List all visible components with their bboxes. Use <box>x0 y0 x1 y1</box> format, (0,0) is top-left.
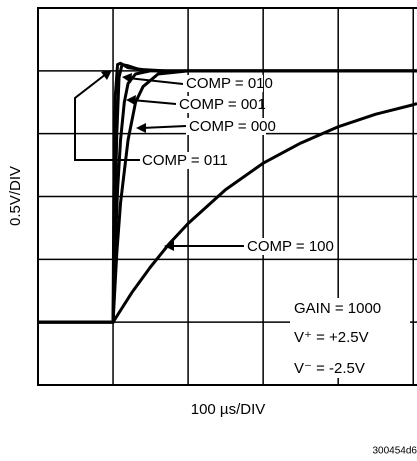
callouts <box>74 73 244 247</box>
label-bg <box>176 96 256 113</box>
arrowhead <box>122 73 132 83</box>
arrow <box>141 125 187 129</box>
series-labels: COMP = 010 COMP = 001 COMP = 000 COMP = … <box>140 75 334 255</box>
arrowheads <box>101 70 174 251</box>
arrowhead <box>164 241 174 251</box>
arrow <box>131 99 177 105</box>
y-axis-label: 0.5V/DIV <box>7 166 24 226</box>
annotation: V⁺ = +2.5V <box>294 329 369 346</box>
series-label: COMP = 000 <box>189 118 276 135</box>
figure-id: 300454d6 <box>373 446 417 457</box>
curve <box>38 102 417 324</box>
arrowhead <box>136 123 146 133</box>
curves <box>38 61 417 324</box>
arrow <box>74 73 140 161</box>
arrowhead <box>126 95 136 105</box>
annotation: V⁻ = -2.5V <box>294 360 365 377</box>
x-axis-label: 100 µs/DIV <box>191 401 266 418</box>
series-label: COMP = 010 <box>186 75 273 92</box>
series-label: COMP = 001 <box>179 96 266 113</box>
arrow <box>127 77 184 85</box>
label-bg <box>244 238 324 255</box>
annotation: GAIN = 1000 <box>294 300 381 317</box>
curve <box>38 61 417 324</box>
series-label: COMP = 100 <box>247 238 334 255</box>
label-bg <box>186 118 266 135</box>
series-label: COMP = 011 <box>142 152 228 169</box>
label-bg <box>140 152 220 169</box>
label-bg <box>183 75 263 92</box>
curve <box>38 69 417 324</box>
arrowhead <box>101 70 112 80</box>
conditions: GAIN = 1000 V⁺ = +2.5V V⁻ = -2.5V <box>290 298 410 378</box>
label-bg <box>290 298 410 378</box>
